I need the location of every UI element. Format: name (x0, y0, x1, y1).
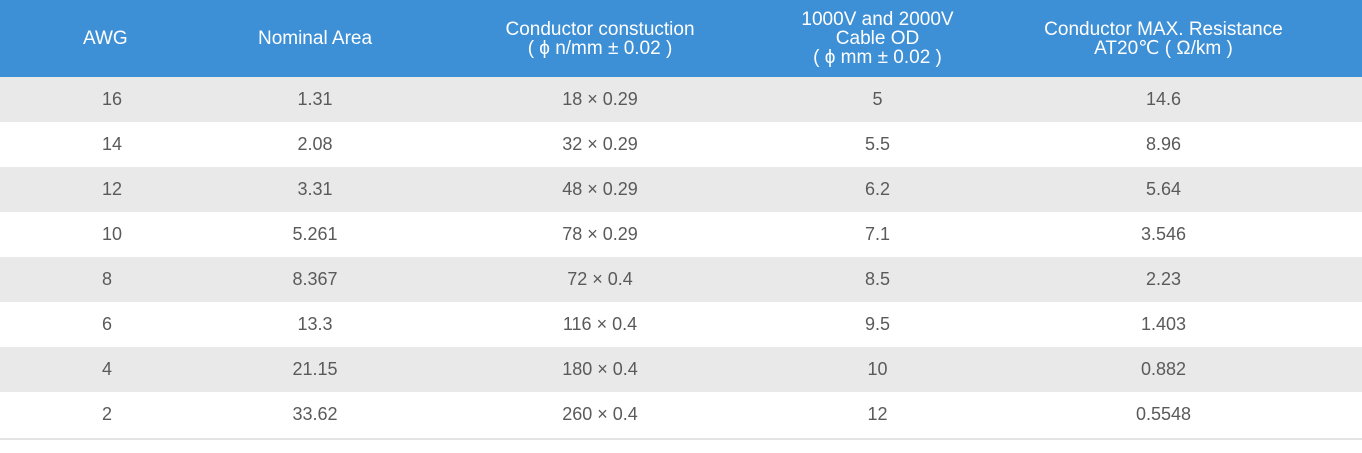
cell-conductor-construction: 116 × 0.4 (562, 314, 638, 334)
cell-conductor-construction: 260 × 0.4 (562, 404, 638, 424)
cell-awg: 16 (102, 89, 123, 109)
cell-awg: 6 (102, 314, 113, 334)
cell-max-resistance: 2.23 (1145, 269, 1182, 289)
header-max-resistance-line2: AT20℃ ( Ω/km ) (1094, 37, 1233, 59)
cell-nominal-area: 5.261 (292, 224, 338, 244)
table-row: 8 8.367 72 × 0.4 8.5 2.23 (0, 257, 1362, 302)
table-row: 12 3.31 48 × 0.29 6.2 5.64 (0, 167, 1362, 212)
cell-max-resistance: 14.6 (1145, 89, 1182, 109)
cell-awg: 4 (102, 359, 113, 379)
header-cable-od-line1: 1000V and 2000V (801, 9, 954, 30)
header-awg-label: AWG (83, 28, 128, 49)
cell-conductor-construction: 78 × 0.29 (562, 224, 638, 244)
cell-nominal-area: 8.367 (292, 269, 338, 289)
cell-conductor-construction: 180 × 0.4 (562, 359, 638, 379)
cell-awg: 2 (102, 404, 113, 424)
cell-conductor-construction: 18 × 0.29 (562, 89, 638, 109)
cell-awg: 14 (102, 134, 123, 154)
cable-spec-table: AWG Nominal Area Conductor constuction (… (0, 0, 1362, 437)
cell-cable-od: 5 (872, 89, 883, 109)
cell-nominal-area: 13.3 (297, 314, 333, 334)
table-header-row: AWG Nominal Area Conductor constuction (… (0, 0, 1362, 77)
table-row: 4 21.15 180 × 0.4 10 0.882 (0, 347, 1362, 392)
cell-max-resistance: 0.882 (1140, 359, 1187, 379)
header-nominal-area: Nominal Area (220, 0, 410, 77)
cell-awg: 10 (102, 224, 123, 244)
cell-awg: 8 (102, 269, 113, 289)
header-conductor-construction: Conductor constuction ( ϕ n/mm ± 0.02 ) (410, 0, 790, 77)
cell-conductor-construction: 72 × 0.4 (567, 269, 633, 289)
header-max-resistance-line1: Conductor MAX. Resistance (1044, 18, 1283, 40)
cell-cable-od: 9.5 (864, 314, 891, 334)
header-max-resistance: Conductor MAX. Resistance AT20℃ ( Ω/km ) (965, 0, 1362, 77)
cell-nominal-area: 33.62 (292, 404, 338, 424)
table-bottom-rule (0, 438, 1362, 440)
cell-cable-od: 12 (867, 404, 888, 424)
header-cable-od-line3: ( ϕ mm ± 0.02 ) (813, 47, 942, 68)
cell-nominal-area: 3.31 (297, 179, 333, 199)
table-row: 14 2.08 32 × 0.29 5.5 8.96 (0, 122, 1362, 167)
table-row: 10 5.261 78 × 0.29 7.1 3.546 (0, 212, 1362, 257)
cell-nominal-area: 1.31 (297, 89, 333, 109)
cell-nominal-area: 21.15 (292, 359, 338, 379)
cell-max-resistance: 3.546 (1140, 224, 1187, 244)
cell-max-resistance: 1.403 (1140, 314, 1187, 334)
header-conductor-construction-line2: ( ϕ n/mm ± 0.02 ) (527, 37, 673, 59)
cell-cable-od: 8.5 (864, 269, 891, 289)
table-row: 6 13.3 116 × 0.4 9.5 1.403 (0, 302, 1362, 347)
table-row: 2 33.62 260 × 0.4 12 0.5548 (0, 392, 1362, 437)
cell-cable-od: 10 (867, 359, 888, 379)
cell-nominal-area: 2.08 (297, 134, 333, 154)
header-awg: AWG (0, 0, 220, 77)
cell-conductor-construction: 48 × 0.29 (562, 179, 638, 199)
cell-max-resistance: 0.5548 (1135, 404, 1192, 424)
cell-max-resistance: 5.64 (1145, 179, 1182, 199)
header-cable-od-line2: Cable OD (835, 28, 920, 49)
table-row: 16 1.31 18 × 0.29 5 14.6 (0, 77, 1362, 122)
header-cable-od: 1000V and 2000V Cable OD ( ϕ mm ± 0.02 ) (790, 0, 965, 77)
cell-max-resistance: 8.96 (1145, 134, 1182, 154)
cell-awg: 12 (102, 179, 123, 199)
header-conductor-construction-line1: Conductor constuction (505, 18, 695, 40)
cell-cable-od: 5.5 (864, 134, 891, 154)
cell-cable-od: 7.1 (864, 224, 891, 244)
header-nominal-area-label: Nominal Area (257, 28, 373, 49)
cell-conductor-construction: 32 × 0.29 (562, 134, 638, 154)
cell-cable-od: 6.2 (864, 179, 891, 199)
